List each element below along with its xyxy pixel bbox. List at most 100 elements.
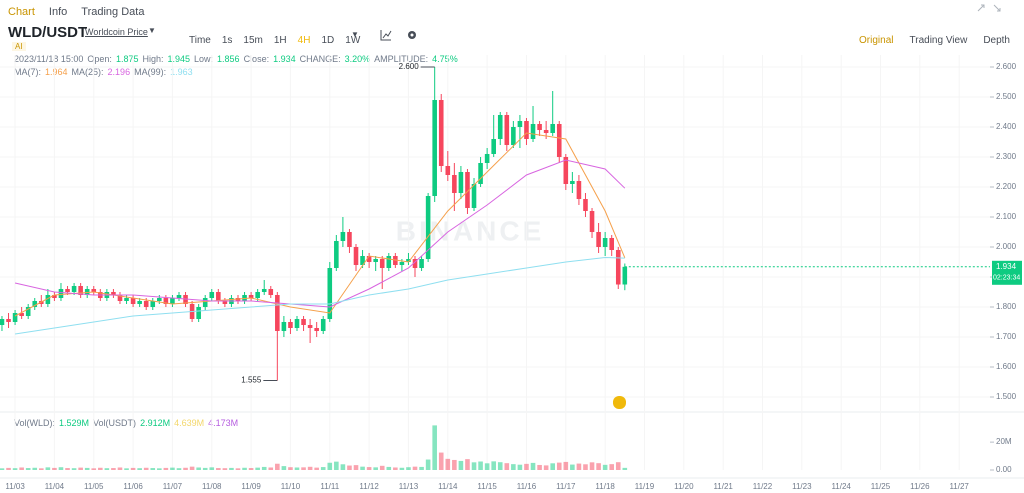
candle-body <box>78 286 83 295</box>
volume-bar <box>563 461 569 470</box>
symbol-link[interactable]: Worldcoin Price <box>85 27 148 37</box>
ma-value: 2.196 <box>107 67 131 77</box>
candle-body <box>170 298 175 304</box>
volume-bar <box>45 467 51 470</box>
info-label: Open: <box>87 54 112 64</box>
x-tick-label: 11/26 <box>910 482 930 491</box>
dropdown-icon[interactable]: ▼ <box>148 26 156 35</box>
y-tick-label: 2.400 <box>996 122 1017 131</box>
volume-bar <box>111 468 116 470</box>
volume-bar <box>622 467 628 470</box>
ma-line <box>15 256 625 335</box>
volume-bar <box>183 467 188 470</box>
candle-body <box>497 115 503 139</box>
ma-value: 1.963 <box>170 67 193 77</box>
candle-body <box>163 298 169 304</box>
candle-body <box>229 298 234 304</box>
interval[interactable]: 4H <box>297 35 311 46</box>
volume-bar <box>379 465 385 470</box>
ma-label: MA(7): <box>14 67 41 77</box>
extreme-label: 1.555 <box>241 376 262 385</box>
candle-body <box>452 175 457 193</box>
volume-bar <box>196 467 201 470</box>
tab[interactable]: Chart <box>8 6 35 18</box>
volume-bar <box>320 467 326 470</box>
tab[interactable]: Trading Data <box>81 6 145 18</box>
x-tick-label: 11/07 <box>163 482 183 491</box>
candle-body <box>301 319 306 325</box>
ohlc-info: 2023/11/18 15:00 Open: 1.875 High: 1.945 Low:… <box>14 54 462 64</box>
interval[interactable]: 1s <box>221 35 233 46</box>
x-tick-label: 11/14 <box>438 482 458 491</box>
ma-value: 1.964 <box>45 67 68 77</box>
candle-body <box>71 286 77 292</box>
candle-body <box>366 256 372 262</box>
volume-bar <box>202 467 208 470</box>
volume-bar <box>170 467 175 470</box>
candle-body <box>137 301 142 304</box>
candle-body <box>0 319 5 325</box>
y-tick-label: 2.200 <box>996 182 1017 191</box>
ma-line <box>14 159 626 308</box>
x-tick-label: 11/27 <box>949 482 969 491</box>
candle-body <box>222 301 228 304</box>
volume-bar <box>511 464 516 470</box>
interval[interactable]: 1W <box>345 35 361 46</box>
candle-body <box>52 295 57 298</box>
candle-body <box>511 127 516 145</box>
view[interactable]: Trading View <box>909 35 968 46</box>
info-value: 1.856 <box>217 54 240 64</box>
ai-badge[interactable]: AI <box>12 42 26 51</box>
candle-body <box>314 328 319 331</box>
volume-bar <box>157 468 162 470</box>
y-tick-label: 1.500 <box>996 392 1017 401</box>
view[interactable]: Original <box>859 35 894 46</box>
x-tick-label: 11/21 <box>713 482 733 491</box>
volume-bar <box>399 467 405 470</box>
candle-body <box>294 319 300 328</box>
volume-bar <box>137 468 142 470</box>
candle-body <box>360 256 365 265</box>
candle-body <box>458 172 464 193</box>
candle-body <box>255 292 260 298</box>
candle-body <box>91 289 97 292</box>
candle-body <box>6 319 11 322</box>
volume-bar <box>117 467 123 470</box>
interval[interactable]: Time <box>189 35 211 46</box>
volume-bar <box>124 468 129 470</box>
candle-body <box>98 292 103 298</box>
vol-tick-label: 0.00 <box>996 465 1012 474</box>
interval[interactable]: 1D <box>321 35 335 46</box>
volume-bar <box>596 463 601 470</box>
volume-bar <box>268 467 274 470</box>
y-tick-label: 1.900 <box>996 272 1017 281</box>
y-tick-label: 1.600 <box>996 362 1017 371</box>
interval-dropdown[interactable]: ▼ <box>351 30 359 39</box>
x-tick-label: 11/06 <box>123 482 143 491</box>
x-tick-label: 11/10 <box>281 482 301 491</box>
tab[interactable]: Info <box>48 6 68 18</box>
interval[interactable]: 15m <box>243 35 263 46</box>
x-tick-label: 11/09 <box>241 482 261 491</box>
view[interactable]: Depth <box>983 35 1010 46</box>
info-value: 1.875 <box>115 54 139 64</box>
x-tick-label: 11/04 <box>45 482 65 491</box>
volume-bar <box>438 452 444 470</box>
watermark: BINANCE <box>396 215 545 246</box>
volume-bar <box>458 460 464 470</box>
volume-bar <box>71 468 77 470</box>
volume-bar <box>12 468 18 470</box>
window-icons[interactable] <box>975 2 1015 14</box>
vol-label: Vol(WLD): <box>14 418 56 428</box>
candle-body <box>393 256 398 265</box>
interval[interactable]: 1H <box>273 35 287 46</box>
candle-body <box>58 289 64 298</box>
toolbar-icons[interactable] <box>378 28 420 42</box>
volume-bar <box>78 467 83 470</box>
candle-body <box>425 196 431 259</box>
candle-body <box>242 295 247 301</box>
volume-bar <box>307 466 313 470</box>
x-tick-label: 11/15 <box>477 482 497 491</box>
volume-bar <box>255 467 260 470</box>
candle-body <box>622 266 628 285</box>
